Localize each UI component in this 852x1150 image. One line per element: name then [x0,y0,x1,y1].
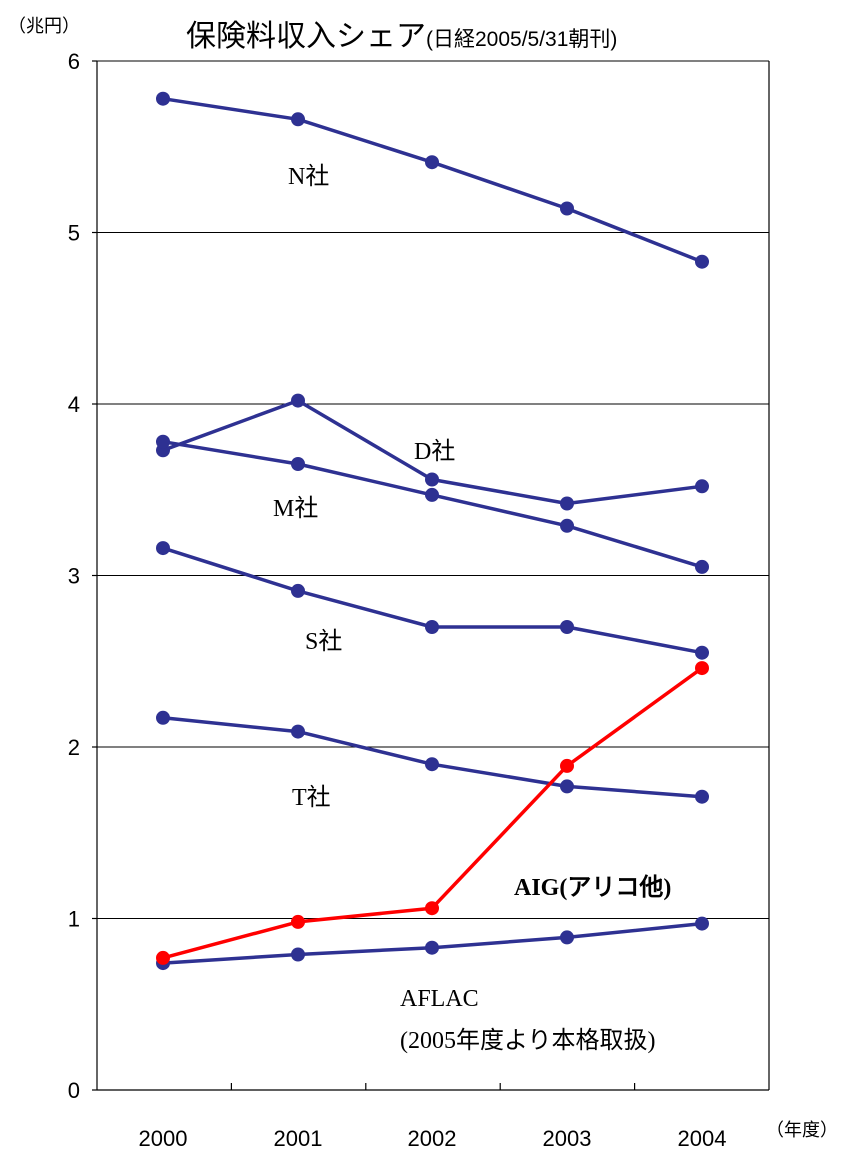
data-point [695,479,709,494]
data-point [156,541,170,556]
y-tick-label: 3 [68,564,80,589]
series-line [162,546,703,655]
series-lines [156,91,709,971]
grid-lines [97,60,769,919]
x-tick-label: 2000 [139,1126,188,1150]
data-point [560,779,574,794]
data-point [560,620,574,634]
series-3 [156,541,709,660]
data-point [156,91,170,106]
data-point [425,757,439,772]
series-label: D社 [414,438,455,465]
x-tick-label: 2003 [543,1126,592,1150]
x-tick-label: 2001 [274,1126,323,1150]
series-label: AFLAC [400,986,479,1012]
chart-title-main: 保険料収入シェア [186,19,426,54]
chart-subtitle: (日経2005/5/31朝刊) [426,28,617,51]
series-5 [156,661,709,965]
data-point [560,518,574,533]
chart-title: 保険料収入シェア(日経2005/5/31朝刊) [186,19,617,54]
data-point [560,496,574,511]
data-point [291,393,305,408]
series-0 [156,91,709,269]
x-tick-label: 2002 [408,1126,457,1150]
data-point [695,559,709,574]
data-point [425,940,439,955]
data-point [156,434,170,449]
series-label: AIG(アリコ他) [514,874,671,901]
data-point [695,645,709,660]
axes [92,60,770,1091]
data-point [425,487,439,502]
data-point [291,112,305,127]
data-point [291,914,305,929]
data-point [291,724,305,739]
series-line [162,96,703,264]
data-point [695,254,709,269]
data-point [156,710,170,725]
y-tick-label: 1 [68,907,80,932]
data-point [425,620,439,634]
x-axis-unit-label: （年度） [766,1120,838,1141]
data-point [291,583,305,598]
data-point [560,201,574,216]
data-point [291,947,305,962]
y-tick-label: 0 [68,1078,80,1103]
series-label: M社 [273,495,318,522]
y-tick-label: 5 [68,221,80,246]
data-point [291,457,305,471]
data-point [156,950,170,965]
data-point [560,758,574,773]
x-tick-labels: 2000 2001 2002 2003 2004 [139,1126,727,1150]
y-tick-label: 2 [68,735,80,760]
series-labels: N社 D社 M社 S社 T社 AIG(アリコ他) AFLAC (2005年度より本格取扱) [273,163,671,1054]
y-axis-unit-label: （兆円） [8,16,80,37]
y-tick-label: 4 [68,392,80,417]
data-point [560,930,574,945]
y-tick-label: 6 [68,49,80,74]
series-label: N社 [288,163,329,190]
series-label: S社 [305,628,342,655]
series-2 [156,434,709,574]
series-label: T社 [292,784,331,811]
data-point [425,472,439,487]
data-point [425,901,439,916]
data-point [695,661,709,676]
series-4 [156,710,709,804]
series-6 [156,916,709,971]
data-point [695,916,709,931]
data-point [425,155,439,170]
data-point [695,789,709,804]
series-note: (2005年度より本格取扱) [400,1027,656,1054]
y-tick-labels: 0 1 2 3 4 5 6 [68,49,80,1103]
x-tick-label: 2004 [678,1126,727,1150]
